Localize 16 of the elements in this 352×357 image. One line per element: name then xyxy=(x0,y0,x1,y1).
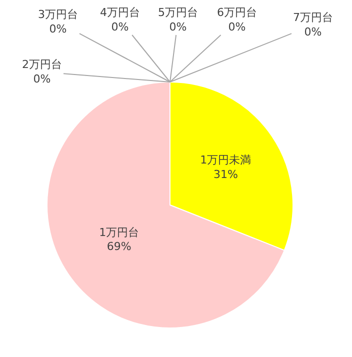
category-label: 4万円台 xyxy=(100,6,140,19)
data-label: 69% xyxy=(106,240,132,254)
text: 0% xyxy=(111,20,129,34)
category-label: 5万円台 xyxy=(158,6,198,19)
category-label: 2万円台 xyxy=(22,58,62,71)
category-label: 3万円台 xyxy=(38,8,78,21)
text: 0% xyxy=(49,22,67,36)
text: 0% xyxy=(33,72,51,86)
text: 0% xyxy=(304,25,322,38)
text: 0% xyxy=(228,20,246,34)
category-label: 6万円台 xyxy=(217,6,257,19)
slice-label: 1万円台 xyxy=(99,226,140,239)
slice-label: 1万円未満 xyxy=(200,154,252,167)
data-label: 31% xyxy=(213,168,238,181)
category-label: 7万円台 xyxy=(293,11,333,24)
text: 0% xyxy=(169,20,187,34)
